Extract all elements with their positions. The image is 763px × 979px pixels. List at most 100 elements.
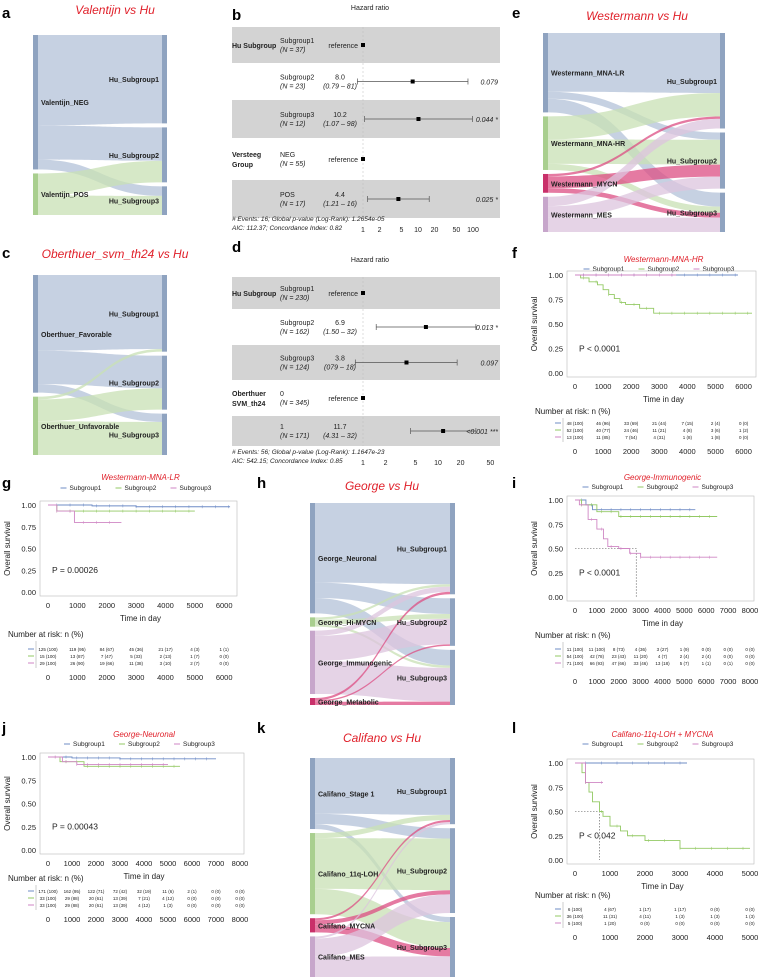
sankey-flow <box>315 591 450 701</box>
sankey-node-label: Hu_Subgroup2 <box>109 153 159 160</box>
risk-x-tick: 2000 <box>623 447 640 456</box>
x-tick: 3000 <box>672 869 689 878</box>
forest-point <box>410 79 415 84</box>
sankey-node-right <box>162 413 167 455</box>
sankey-title: Westermann vs Hu <box>586 9 688 23</box>
km-title: George-Neuronal <box>113 730 175 739</box>
y-tick: 1.00 <box>21 501 36 510</box>
x-tick: 3000 <box>651 382 668 391</box>
forest-footer: AIC: 112.37; Concordance Index: 0.82 <box>231 225 342 232</box>
forest-point <box>423 325 428 329</box>
risk-cell: 0 (0) <box>745 647 755 652</box>
risk-x-tick: 5000 <box>742 933 759 942</box>
sankey-node-left <box>310 936 315 977</box>
risk-cell: 11 (100) <box>567 647 584 652</box>
forest-tick: 1 <box>361 460 365 467</box>
risk-cell: 33 (100) <box>40 903 57 908</box>
sankey-node-left <box>33 35 38 170</box>
sankey-node-right <box>450 828 455 914</box>
risk-cell: 0 (0) <box>675 921 685 926</box>
y-tick: 0.00 <box>21 846 36 855</box>
risk-cell: 1 (3) <box>745 914 755 919</box>
y-tick: 0.25 <box>548 345 563 354</box>
forest-level: 0 <box>280 391 284 398</box>
risk-table-label: Number at risk: n (%) <box>535 631 611 640</box>
sankey-node-label: Hu_Subgroup2 <box>397 620 447 627</box>
risk-x-tick: 2000 <box>610 677 627 686</box>
y-tick: 0.25 <box>21 566 36 575</box>
forest-n: (N = 12) <box>280 121 305 128</box>
p-value: P < 0.042 <box>579 831 616 841</box>
risk-table-label: Number at risk: n (%) <box>535 407 611 416</box>
sankey-flow <box>38 275 162 351</box>
sankey-flow <box>38 195 162 215</box>
panel-letter: a <box>2 5 11 22</box>
sankey-node-left <box>543 33 548 113</box>
y-tick: 0.25 <box>548 569 563 578</box>
forest-level: POS <box>280 192 295 199</box>
x-tick: 4000 <box>654 606 671 615</box>
forest-n: (N = 23) <box>280 84 305 91</box>
sankey-flow <box>315 820 450 921</box>
risk-x-tick: 1000 <box>69 673 86 682</box>
forest-tick: 50 <box>453 227 461 234</box>
risk-cell: 1 (3) <box>163 903 173 908</box>
km-curve-subgroup3 <box>48 756 168 765</box>
km-curve-subgroup2 <box>575 274 752 314</box>
y-tick: 0.00 <box>548 593 563 602</box>
risk-cell: 84 (67) <box>100 647 115 652</box>
y-axis-label: Overall survival <box>530 296 539 351</box>
forest-pvalue: <0.001 *** <box>466 429 498 436</box>
x-tick: 1000 <box>602 869 619 878</box>
sankey-node-label: Hu_Subgroup3 <box>667 210 717 217</box>
risk-cell: 0 (0) <box>723 647 733 652</box>
sankey-node-left <box>310 698 315 705</box>
x-tick: 4000 <box>707 869 724 878</box>
sankey-node-label: George_Neuronal <box>318 556 377 563</box>
risk-cell: 162 (95) <box>64 889 81 894</box>
risk-cell: 125 (100) <box>38 647 58 652</box>
forest-point <box>361 157 365 161</box>
forest-hr: reference <box>328 291 358 298</box>
km-title: Westermann-MNA-HR <box>624 255 704 264</box>
y-tick: 0.75 <box>21 776 36 785</box>
sankey-node-label: Hu_Subgroup3 <box>109 432 159 439</box>
sankey-node-label: Hu_Subgroup1 <box>397 547 447 554</box>
sankey-e: e Westermann vs Hu Westermann_MNA-LR Wester… <box>512 5 725 232</box>
risk-cell: 2 (4) <box>680 654 690 659</box>
risk-cell: 11 (85) <box>596 435 610 440</box>
risk-cell: 13 (39) <box>113 903 128 908</box>
plot-frame <box>566 758 755 865</box>
sankey-flow <box>315 956 450 977</box>
risk-cell: 4 (11) <box>639 914 651 919</box>
forest-row: 1 (N = 171) 11.7 (4.31 – 32) <0.001 *** <box>280 424 498 440</box>
y-tick: 0.25 <box>21 823 36 832</box>
risk-x-tick: 7000 <box>720 677 737 686</box>
sankey-flow <box>548 164 720 189</box>
y-tick: 1.00 <box>548 496 563 505</box>
km-curve-subgroup1 <box>48 756 216 760</box>
sankey-node-right <box>720 33 725 129</box>
km-curve-subgroup3 <box>48 504 122 523</box>
risk-cell: 13 (100) <box>567 435 584 440</box>
sankey-title: Califano vs Hu <box>343 731 421 745</box>
forest-hr: 10.2 <box>333 112 347 119</box>
forest-tick: 2 <box>378 227 382 234</box>
sankey-node-right <box>450 598 455 646</box>
risk-cell: 3 (27) <box>657 647 669 652</box>
sankey-node-left <box>310 758 315 830</box>
risk-cell: 5 (7) <box>680 661 690 666</box>
x-tick: 3000 <box>128 601 145 610</box>
forest-level: Subgroup3 <box>280 356 314 363</box>
forest-tick: 100 <box>467 227 479 234</box>
x-tick: 7000 <box>208 859 225 868</box>
forest-pvalue: 0.025 * <box>476 197 498 204</box>
forest-point <box>361 43 365 47</box>
sankey-node-label: George_Hi-MYCN <box>318 620 376 627</box>
forest-level: 1 <box>280 424 284 431</box>
y-tick: 0.75 <box>548 520 563 529</box>
km-plot-l: l Califano-11q-LOH + MYCNA Subgroup1 Subgro… <box>512 720 758 942</box>
forest-ci: (4.31 – 32) <box>323 433 357 440</box>
risk-cell: 13 (18) <box>655 661 670 666</box>
x-tick: 1000 <box>69 601 86 610</box>
